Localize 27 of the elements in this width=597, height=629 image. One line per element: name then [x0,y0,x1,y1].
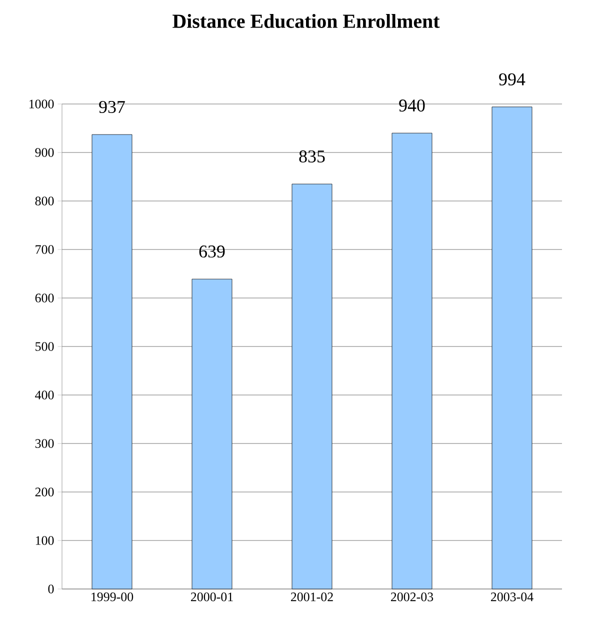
y-tick-label: 0 [48,584,54,594]
y-tick-label: 300 [35,439,54,448]
data-label: 639 [199,246,225,258]
y-tick-label: 800 [35,196,54,206]
x-tick-label: 1999-00 [92,592,134,602]
y-tick-label: 100 [36,536,54,545]
data-label: 994 [499,73,526,86]
x-tick-label: 2002-03 [390,592,434,602]
bar [492,106,532,590]
data-label: 940 [399,99,425,112]
y-tick-label: 600 [35,294,54,302]
chart-title: Distance Education Enrollment [172,14,440,28]
y-tick-label: 900 [35,148,54,157]
y-tick-label: 400 [35,390,54,400]
y-tick-label: 200 [35,488,54,496]
y-tick-label: 500 [36,342,54,351]
bar [292,184,332,590]
bar [92,134,132,590]
bar [392,132,432,590]
x-tick-label: 2000-01 [190,592,233,602]
data-label: 937 [99,100,125,114]
y-tick-label: 1000 [29,100,54,108]
x-tick-label: 2001-02 [290,592,333,602]
bar [192,278,232,590]
data-label: 835 [299,150,325,162]
y-tick-label: 700 [36,245,54,254]
x-tick-label: 2003-04 [490,592,534,602]
